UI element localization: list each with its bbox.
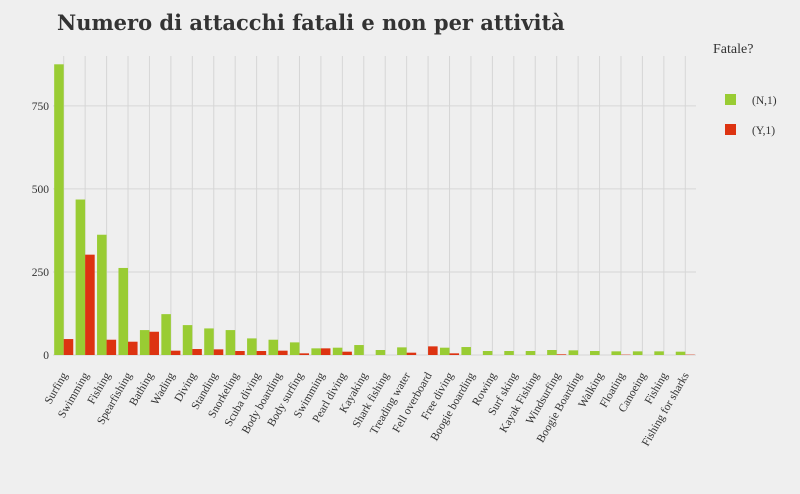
y-tick-label: 250: [32, 267, 50, 279]
bar-y1-13: [342, 351, 352, 355]
bar-n1-19: [461, 347, 471, 355]
bar-n1-7: [204, 328, 214, 355]
bar-n1-15: [375, 350, 386, 355]
legend: Fatale? (N,1) (Y,1): [713, 42, 777, 137]
bar-y1-18: [449, 353, 460, 355]
bar-y1-0: [63, 339, 74, 355]
bar-n1-16: [397, 347, 407, 355]
bar-y1-16: [406, 352, 417, 355]
bar-n1-27: [632, 351, 643, 355]
bar-n1-11: [289, 342, 300, 355]
chart-title: Numero di attacchi fatali e non per atti…: [57, 10, 565, 35]
bar-n1-25: [590, 351, 600, 355]
bar-y1-7: [213, 349, 224, 355]
y-tick-label: 0: [43, 350, 49, 362]
bar-y1-11: [299, 353, 310, 355]
grid: [53, 56, 696, 356]
bar-y1-12: [320, 348, 331, 355]
bar-y1-2: [106, 339, 117, 355]
bar-n1-5: [161, 314, 171, 355]
bar-n1-24: [568, 350, 579, 355]
y-tick-label: 500: [32, 184, 50, 196]
bar-y1-1: [85, 254, 95, 355]
bar-n1-13: [332, 347, 343, 355]
bar-n1-1: [75, 199, 86, 355]
bar-n1-8: [225, 330, 236, 355]
bar-n1-21: [504, 351, 514, 355]
x-axis-ticks: SurfingSwimmingFishingSpearfishingBathin…: [43, 370, 692, 448]
bar-y1-5: [170, 350, 181, 355]
bar-n1-23: [547, 350, 557, 355]
bar-n1-10: [268, 339, 279, 355]
bar-n1-22: [525, 351, 536, 355]
bar-n1-6: [182, 325, 193, 355]
bar-n1-12: [311, 348, 321, 355]
bar-n1-26: [611, 351, 621, 355]
bar-n1-9: [247, 338, 257, 355]
bar-n1-29: [675, 351, 686, 355]
bar-y1-9: [256, 351, 267, 355]
bar-y1-17: [428, 346, 438, 355]
bar-n1-0: [54, 64, 64, 356]
legend-label-y1: (Y,1): [752, 125, 775, 137]
legend-label-n1: (N,1): [752, 95, 777, 107]
bar-n1-18: [439, 347, 450, 355]
bars: [54, 64, 695, 356]
legend-swatch-y1: [725, 124, 736, 135]
bar-y1-23: [556, 354, 567, 355]
bar-n1-28: [654, 351, 664, 355]
bar-y1-3: [128, 341, 138, 355]
bar-y1-6: [192, 349, 202, 355]
bar-n1-20: [482, 351, 493, 355]
bar-n1-14: [354, 345, 364, 355]
bar-n1-4: [139, 330, 150, 355]
bar-y1-8: [235, 351, 245, 355]
bar-n1-3: [118, 267, 129, 355]
legend-swatch-n1: [725, 94, 736, 105]
bar-y1-4: [149, 331, 159, 355]
legend-title: Fatale?: [713, 42, 753, 57]
bar-y1-10: [278, 350, 288, 355]
bar-n1-2: [97, 234, 107, 355]
y-axis-ticks: 0 250 500 750: [32, 101, 50, 362]
y-tick-label: 750: [32, 101, 50, 113]
